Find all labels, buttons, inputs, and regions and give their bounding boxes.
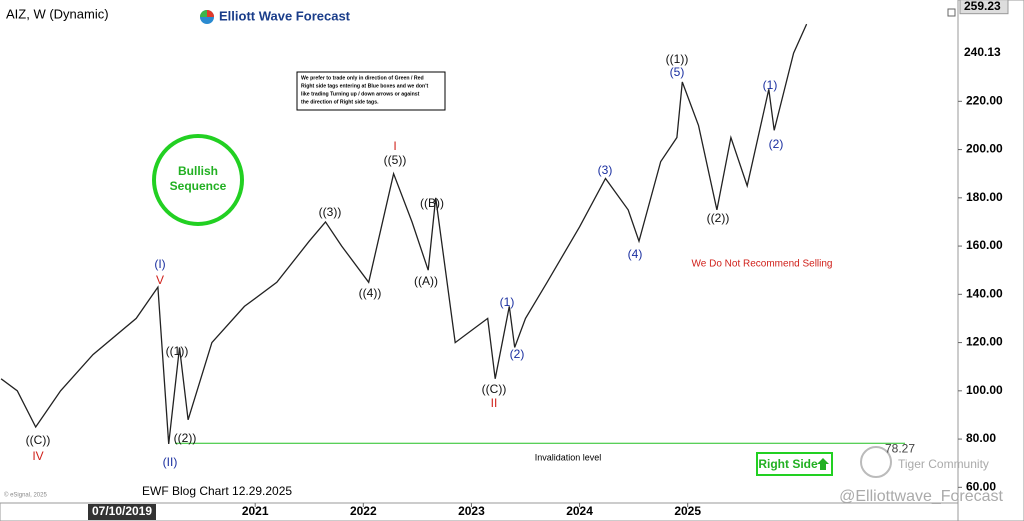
- x-tick-label: 2021: [242, 504, 269, 518]
- note-line: the direction of Right side tags.: [301, 99, 379, 105]
- badge-circle: [152, 134, 244, 226]
- note-box: [296, 71, 446, 111]
- right-side: Right Side: [758, 457, 818, 471]
- handle: @Elliottwave_Forecast: [839, 488, 1003, 505]
- watermark: Tiger Community: [898, 457, 989, 471]
- wave-label: ((A)): [414, 274, 438, 288]
- wave-label: ((2)): [707, 211, 730, 225]
- wave-label: II: [491, 396, 498, 410]
- y-tick-label: 200.00: [966, 142, 1003, 156]
- note-line: Right side tags entering at Blue boxes a…: [301, 83, 428, 89]
- note-line: We prefer to trade only in direction of …: [301, 75, 424, 81]
- wave-label: (2): [510, 347, 525, 361]
- y-tick-label: 120.00: [966, 335, 1003, 349]
- wave-label: I: [393, 139, 396, 153]
- brand-logo-part: [207, 10, 214, 17]
- x-tick-label: 2023: [458, 504, 485, 518]
- x-tick-label: 2022: [350, 504, 377, 518]
- wave-label: (I): [154, 257, 165, 271]
- wave-label: (2): [769, 137, 784, 151]
- wave-label: (5): [670, 65, 685, 79]
- note-line: like trading Turning up / down arrows or…: [301, 91, 420, 97]
- wave-label: ((B)): [420, 196, 444, 210]
- y-tick-label: 220.00: [966, 93, 1003, 107]
- wave-label: ((1)): [666, 52, 689, 66]
- y-tick-label: 80.00: [966, 431, 996, 445]
- badge-line: Sequence: [170, 179, 227, 193]
- badge-line: Bullish: [178, 164, 218, 178]
- price-tag: [960, 45, 1008, 60]
- invalidation-text: Invalidation level: [535, 452, 602, 462]
- wave-label: ((4)): [359, 286, 382, 300]
- wave-label: (1): [763, 78, 778, 92]
- x-axis-panel: [0, 502, 959, 521]
- brand: Elliott Wave Forecast: [219, 8, 351, 23]
- watermark-logo: [860, 446, 892, 478]
- brand-logo-part: [200, 10, 207, 17]
- arrow-icon: [817, 458, 829, 470]
- window-icon: [947, 8, 956, 17]
- price-line: [0, 23, 808, 444]
- y-tick-label: 160.00: [966, 238, 1003, 252]
- cursor-date: 07/10/2019: [92, 504, 152, 518]
- footer: EWF Blog Chart 12.29.2025: [142, 484, 292, 498]
- y-axis-panel: [957, 0, 1024, 521]
- x-tick-label: 2025: [674, 504, 701, 518]
- wave-label: (1): [500, 295, 515, 309]
- wave-label: IV: [32, 449, 43, 463]
- wave-label: ((C)): [26, 433, 51, 447]
- y-tick-label: 60.00: [966, 479, 996, 493]
- wave-label: (3): [598, 163, 613, 177]
- y-tick-label: 100.00: [966, 383, 1003, 397]
- price-tag: [959, 0, 1009, 15]
- right-side-box: [756, 452, 833, 476]
- wave-label: ((C)): [482, 382, 507, 396]
- y-tick-label: 140.00: [966, 286, 1003, 300]
- invalidation-label: 78.27: [885, 441, 915, 455]
- y-tick-label: 180.00: [966, 190, 1003, 204]
- price-tag-label: 240.13: [964, 45, 1001, 59]
- x-tick-label: 2024: [566, 504, 593, 518]
- price-tag-label: 259.23: [964, 0, 1001, 13]
- copyright: © eSignal, 2025: [4, 492, 47, 499]
- wave-label: ((5)): [384, 153, 407, 167]
- chart-title: AIZ, W (Dynamic): [6, 6, 109, 21]
- cursor-date-box: [88, 504, 156, 520]
- wave-label: V: [156, 273, 164, 287]
- warning: We Do Not Recommend Selling: [692, 259, 833, 270]
- wave-label: ((3)): [319, 205, 342, 219]
- wave-label: ((2)): [174, 431, 197, 445]
- wave-label: ((1)): [166, 344, 189, 358]
- wave-label: (II): [163, 455, 178, 469]
- wave-label: (4): [628, 247, 643, 261]
